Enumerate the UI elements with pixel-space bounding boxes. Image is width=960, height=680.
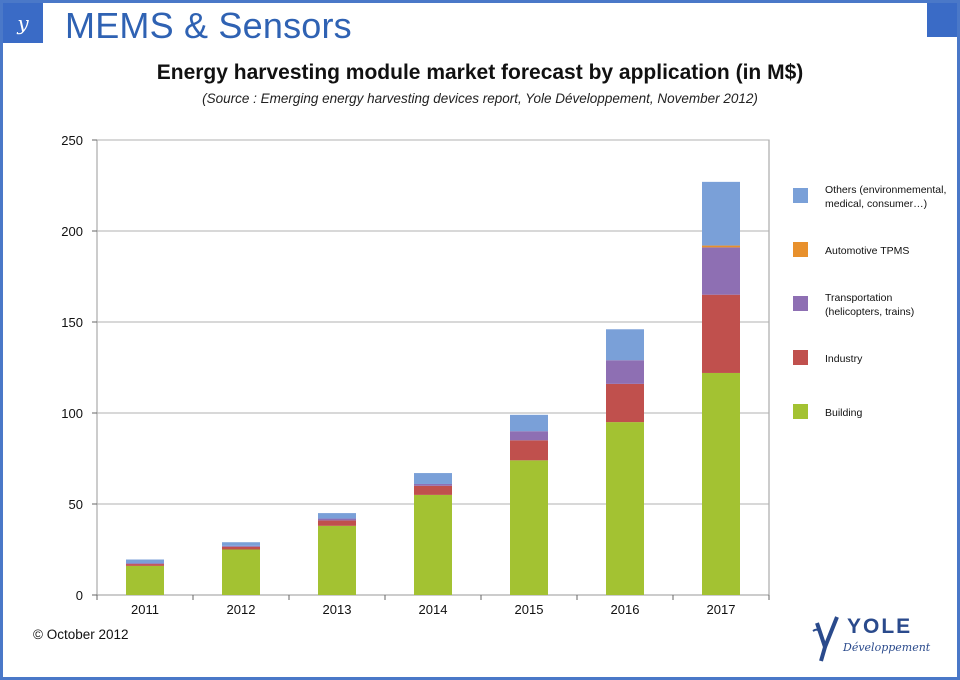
- y-tick-label: 100: [61, 406, 83, 421]
- legend-label: Others (environmemental,: [825, 184, 946, 196]
- bar-segment: [318, 520, 356, 526]
- bar-segment: [606, 360, 644, 384]
- bar-segment: [318, 518, 356, 521]
- legend-swatch: [793, 242, 808, 257]
- x-tick-label: 2011: [131, 602, 159, 617]
- bar-segment: [222, 549, 260, 595]
- y-tick-label: 200: [61, 224, 83, 239]
- legend-label: Building: [825, 407, 863, 419]
- bar-segment: [222, 545, 260, 547]
- brand-title: MEMS & Sensors: [65, 5, 352, 46]
- bar-segment: [414, 485, 452, 495]
- legend-label: Transportation: [825, 292, 892, 304]
- corner-accent-block: [927, 3, 957, 37]
- x-tick-label: 2013: [323, 602, 352, 617]
- bar-segment: [510, 440, 548, 461]
- x-tick-label: 2016: [611, 602, 640, 617]
- legend-label: (helicopters, trains): [825, 306, 914, 318]
- bar-segment: [126, 565, 164, 595]
- chart-title: Energy harvesting module market forecast…: [156, 61, 804, 84]
- legend-swatch: [793, 296, 808, 311]
- bar-segment: [126, 564, 164, 566]
- legend-swatch: [793, 350, 808, 365]
- bar-segment: [510, 414, 548, 432]
- yole-wordmark-sub: Développement: [843, 641, 931, 654]
- y-tick-label: 250: [61, 133, 83, 148]
- bar-segment: [702, 247, 740, 295]
- y-tick-label: 50: [69, 497, 83, 512]
- bar-segment: [414, 494, 452, 595]
- yole-wordmark: YOLE: [847, 615, 913, 638]
- bar-segment: [510, 460, 548, 595]
- legend-swatch: [793, 404, 808, 419]
- copyright-note: © October 2012: [33, 627, 129, 642]
- bar-segment: [318, 525, 356, 595]
- bar-segment: [414, 483, 452, 486]
- bar-segment: [702, 372, 740, 595]
- yole-y-mark-icon: [812, 616, 839, 662]
- bar-segment: [318, 513, 356, 519]
- yole-corner-logo-icon: y: [3, 3, 43, 43]
- bar-segment: [510, 431, 548, 441]
- bar-segment: [222, 546, 260, 550]
- yole-logo: YOLE Développement: [811, 609, 941, 665]
- bar-segment: [126, 559, 164, 564]
- bar-segment: [606, 383, 644, 423]
- header-bar: y MEMS & Sensors: [3, 3, 957, 46]
- legend-label: Industry: [825, 353, 863, 365]
- legend-label: medical, consumer…): [825, 198, 927, 210]
- bar-segment: [702, 245, 740, 248]
- bar-segment: [222, 542, 260, 546]
- legend-label: Automotive TPMS: [825, 245, 909, 257]
- bar-segment: [414, 473, 452, 484]
- chart-subtitle: (Source : Emerging energy harvesting dev…: [202, 91, 758, 106]
- stacked-bar-chart: 0 50 100 150 200 250 2011 2012 2013 2014 2015 2016 2…: [61, 133, 946, 617]
- y-tick-label: 150: [61, 315, 83, 330]
- x-tick-label: 2015: [515, 602, 544, 617]
- y-tick-label: 0: [76, 588, 83, 603]
- legend-swatch: [793, 188, 808, 203]
- bar-segment: [606, 329, 644, 361]
- bar-segment: [606, 422, 644, 595]
- x-tick-label: 2014: [419, 602, 448, 617]
- x-tick-label: 2012: [227, 602, 256, 617]
- bar-segment: [702, 294, 740, 373]
- bar-segment: [702, 181, 740, 246]
- bar-segment: [126, 563, 164, 565]
- x-tick-label: 2017: [707, 602, 736, 617]
